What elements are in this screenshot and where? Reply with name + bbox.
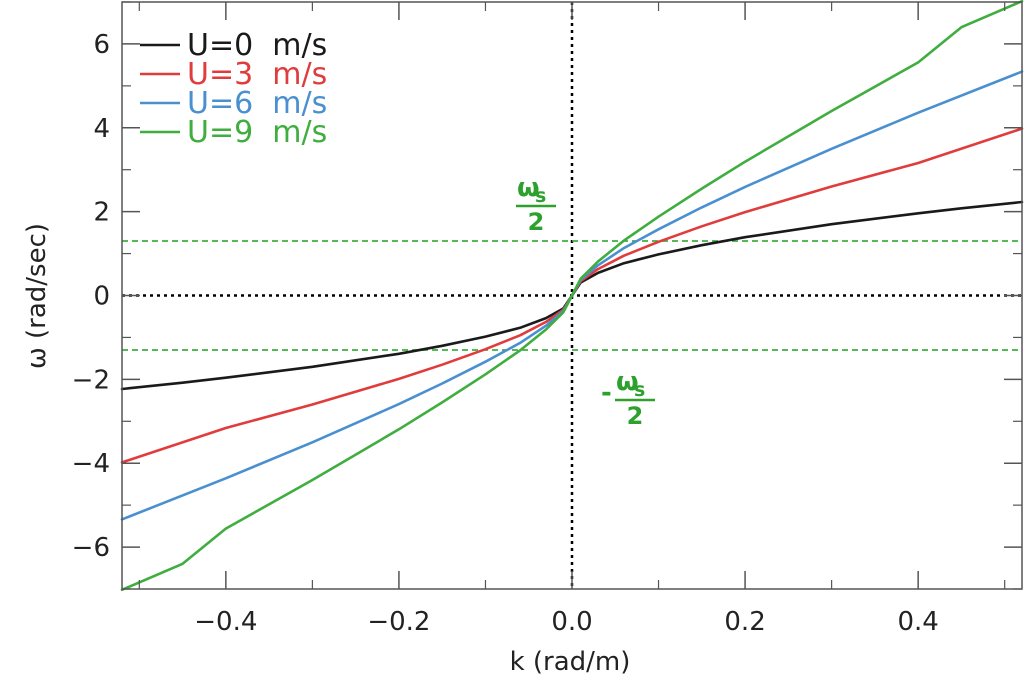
- annotation-lower-denominator: 2: [627, 402, 644, 430]
- legend-label-3: U=9 m/s: [187, 115, 327, 150]
- annotation-lower-subscript: s: [634, 379, 645, 401]
- series-line-3: [120, 0, 1024, 592]
- x-tick-label: 0.2: [724, 607, 765, 637]
- annotation-upper-denominator: 2: [528, 208, 545, 236]
- x-tick-label: 0.0: [551, 607, 592, 637]
- x-axis-title: k (rad/m): [510, 647, 631, 677]
- y-tick-label: −4: [72, 449, 110, 479]
- legend-label-2: U=6 m/s: [187, 86, 327, 121]
- x-tick-label: −0.2: [367, 607, 430, 637]
- annotation-lower-numerator: ω: [616, 367, 639, 397]
- y-tick-label: 6: [93, 30, 110, 60]
- x-tick-label: −0.4: [194, 607, 257, 637]
- series-lines: [120, 0, 1024, 592]
- axis-tick-labels: −0.4 −0.2 0.0 0.2 0.4 −6 −4 −2 0 2 4 6: [72, 30, 939, 637]
- legend: U=0 m/sU=3 m/sU=6 m/sU=9 m/s: [140, 28, 327, 150]
- axis-ticks: [122, 1, 1022, 590]
- y-tick-label: 0: [93, 282, 110, 312]
- y-axis-title: ω (rad/sec): [22, 223, 52, 369]
- x-tick-label: 0.4: [897, 607, 938, 637]
- annotation-lower: - ω s 2: [601, 367, 655, 430]
- y-tick-label: −2: [72, 365, 110, 395]
- y-tick-label: 2: [93, 198, 110, 228]
- annotation-upper-subscript: s: [535, 185, 546, 207]
- legend-label-0: U=0 m/s: [187, 28, 327, 63]
- y-tick-label: −6: [72, 533, 110, 563]
- annotation-lower-sign: -: [601, 378, 612, 408]
- legend-label-1: U=3 m/s: [187, 57, 327, 92]
- annotation-upper: ω s 2: [516, 173, 556, 236]
- y-tick-label: 4: [93, 114, 110, 144]
- annotation-upper-numerator: ω: [517, 173, 540, 203]
